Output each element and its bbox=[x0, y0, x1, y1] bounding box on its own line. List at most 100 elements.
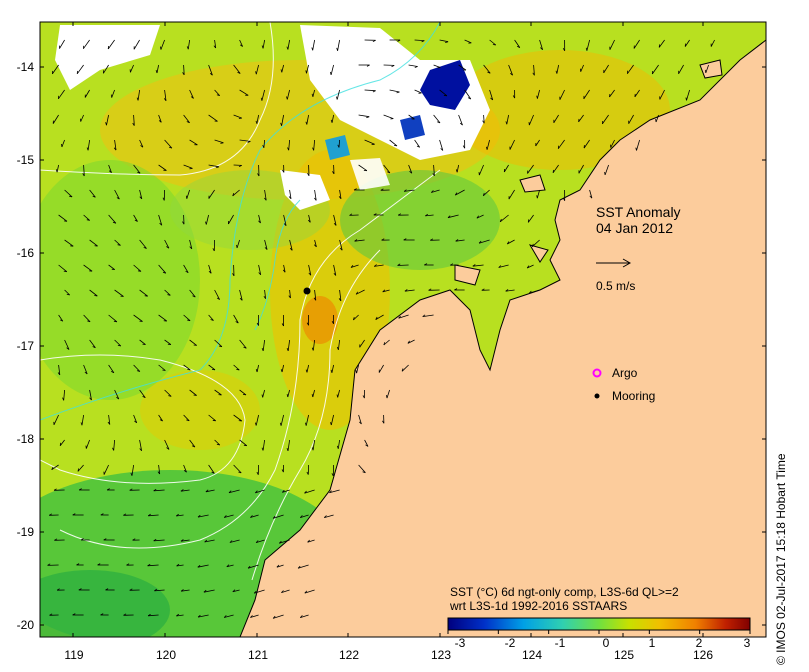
current-vector-head bbox=[532, 72, 535, 76]
current-vector bbox=[383, 164, 391, 174]
colorbar-ticks bbox=[447, 630, 751, 634]
current-vector bbox=[180, 489, 190, 492]
lon-tick-label: 119 bbox=[64, 648, 84, 662]
current-vector bbox=[80, 114, 84, 122]
current-vector-head bbox=[112, 447, 115, 451]
current-vector bbox=[286, 89, 290, 100]
lat-tick-label: -15 bbox=[16, 153, 34, 167]
current-vector bbox=[233, 314, 239, 324]
current-vector bbox=[114, 139, 117, 151]
current-vector-head bbox=[332, 171, 335, 175]
current-vector bbox=[160, 39, 165, 50]
current-vector-head bbox=[210, 319, 214, 321]
current-vector-head bbox=[454, 288, 458, 291]
current-vector-head bbox=[355, 370, 357, 374]
current-vector bbox=[710, 39, 715, 47]
current-vector-head bbox=[391, 65, 395, 68]
current-vector bbox=[314, 189, 317, 201]
current-vector-head bbox=[239, 44, 243, 47]
current-vector bbox=[364, 439, 369, 447]
current-vector bbox=[527, 214, 534, 223]
current-vector bbox=[404, 189, 415, 192]
current-vector-head bbox=[255, 490, 258, 494]
current-vector bbox=[350, 264, 359, 268]
current-vector-head bbox=[540, 47, 543, 50]
current-vector bbox=[186, 189, 190, 199]
current-vector-head bbox=[183, 469, 187, 473]
current-vector-head bbox=[314, 197, 317, 201]
current-vector bbox=[280, 414, 284, 426]
current-vector-head bbox=[455, 239, 459, 242]
current-vector bbox=[208, 364, 216, 371]
current-vector bbox=[386, 389, 390, 399]
axis-ticks bbox=[40, 22, 766, 637]
current-vector-head bbox=[562, 48, 566, 51]
current-vector bbox=[552, 164, 559, 174]
current-vector bbox=[483, 114, 485, 124]
current-vector bbox=[287, 39, 290, 50]
no-data-cloud bbox=[300, 25, 490, 160]
current-vector bbox=[604, 164, 609, 176]
current-vector bbox=[537, 89, 540, 99]
current-vector-head bbox=[300, 515, 303, 518]
current-vector-head bbox=[247, 565, 251, 569]
current-vector-head bbox=[49, 613, 53, 616]
current-vector bbox=[337, 439, 340, 449]
current-vector-head bbox=[185, 195, 188, 199]
current-vector-head bbox=[396, 91, 400, 94]
current-vector-head bbox=[305, 369, 308, 373]
current-vector-head bbox=[450, 263, 454, 266]
current-vector-head bbox=[336, 346, 339, 350]
current-vector-head bbox=[276, 564, 280, 568]
current-vector bbox=[431, 189, 440, 193]
current-vector bbox=[651, 64, 659, 75]
current-vector bbox=[233, 414, 243, 422]
current-vector bbox=[337, 39, 340, 51]
current-vector bbox=[401, 364, 409, 372]
current-vector bbox=[489, 89, 494, 101]
current-vector-head bbox=[404, 289, 408, 292]
current-vector-head bbox=[306, 322, 309, 326]
colorbar bbox=[447, 617, 751, 631]
current-vector bbox=[183, 164, 193, 169]
current-vector-head bbox=[362, 471, 366, 474]
current-vector bbox=[281, 589, 290, 593]
current-vector bbox=[539, 39, 543, 50]
current-vector bbox=[256, 364, 259, 373]
current-vectors bbox=[47, 39, 715, 619]
current-vector-head bbox=[236, 244, 238, 248]
current-vector bbox=[333, 264, 337, 276]
current-vector bbox=[312, 439, 315, 451]
current-vector-head bbox=[255, 71, 257, 75]
current-vector bbox=[272, 514, 284, 519]
current-vector-head bbox=[282, 269, 286, 273]
lon-tick-label: 121 bbox=[247, 648, 269, 662]
current-vector bbox=[255, 539, 265, 543]
current-vector-head bbox=[329, 490, 332, 494]
current-vector-head bbox=[286, 46, 289, 50]
current-vector bbox=[158, 214, 163, 226]
current-vector bbox=[183, 414, 190, 422]
current-vector-head bbox=[382, 420, 385, 424]
current-vector bbox=[158, 464, 161, 475]
current-vector-head bbox=[350, 265, 354, 268]
current-vector bbox=[305, 414, 309, 426]
current-vector-head bbox=[162, 271, 166, 274]
lon-tick-label: 122 bbox=[338, 648, 360, 662]
current-vector bbox=[108, 214, 117, 224]
current-vector bbox=[382, 289, 390, 293]
current-vector bbox=[312, 339, 315, 351]
current-vector-head bbox=[112, 221, 117, 224]
current-vector bbox=[433, 114, 441, 124]
vector-scale-label: 0.5 m/s bbox=[596, 279, 636, 293]
current-vector bbox=[139, 439, 142, 451]
lon-tick-label: 124 bbox=[521, 648, 543, 662]
current-vector bbox=[678, 64, 684, 74]
current-vector bbox=[208, 64, 213, 76]
island bbox=[519, 174, 546, 193]
current-vector bbox=[208, 464, 215, 474]
current-vector-head bbox=[336, 96, 338, 100]
current-vector bbox=[329, 489, 340, 494]
current-vector-head bbox=[236, 368, 240, 371]
current-vector-head bbox=[203, 589, 207, 593]
